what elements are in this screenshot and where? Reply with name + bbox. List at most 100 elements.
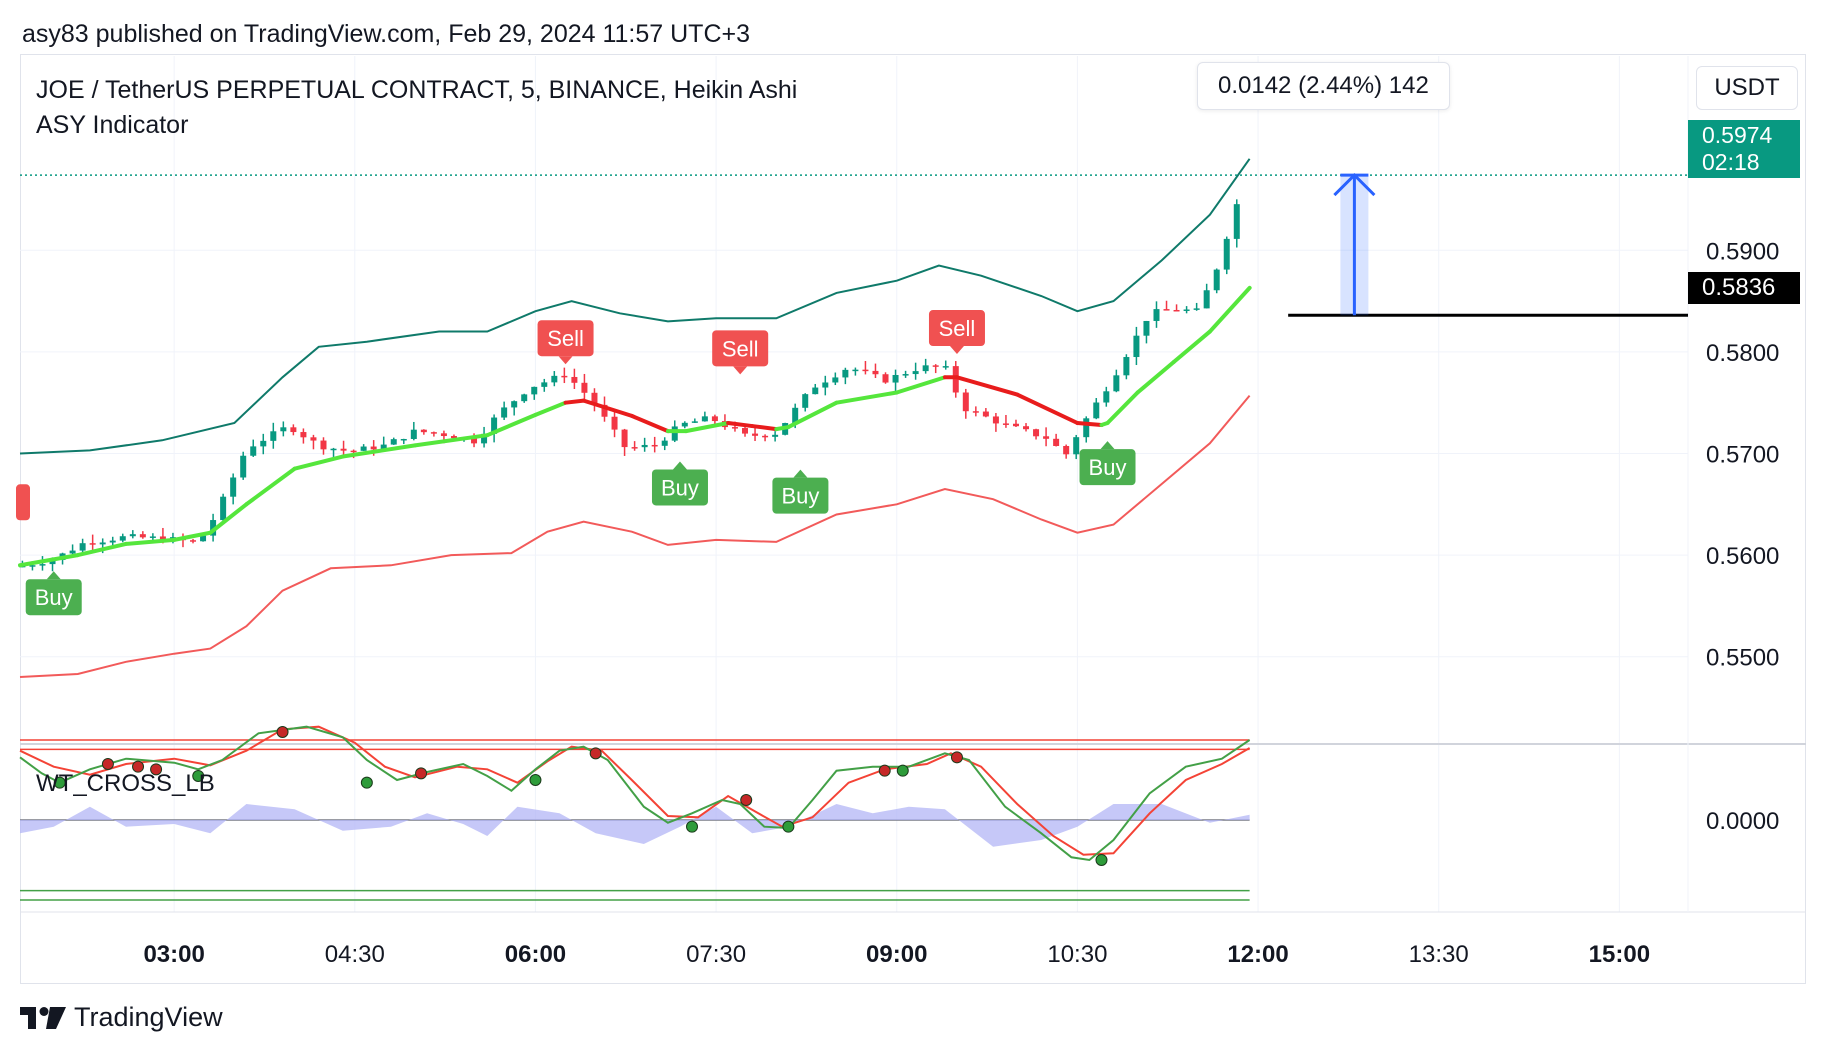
x-tick-label: 03:00 bbox=[143, 941, 204, 968]
trend-segment bbox=[834, 390, 899, 405]
buy-signal-badge bbox=[772, 477, 829, 514]
candle-body bbox=[330, 448, 337, 451]
candle-body bbox=[922, 365, 929, 372]
trend-segment bbox=[75, 541, 128, 558]
footer-brand[interactable]: TradingView bbox=[20, 1002, 223, 1033]
candle-body bbox=[1012, 423, 1019, 427]
trend-segment bbox=[485, 412, 538, 438]
buy-signal-label: Buy bbox=[781, 484, 819, 509]
offscreen-sell-marker bbox=[16, 484, 30, 521]
candle-body bbox=[280, 427, 287, 432]
candle-body bbox=[822, 382, 829, 388]
candle-body bbox=[611, 416, 618, 430]
candle-body bbox=[531, 386, 538, 395]
trend-segment bbox=[208, 502, 249, 535]
trend-segment bbox=[1075, 421, 1104, 428]
trend-segment bbox=[172, 530, 213, 542]
buy-signal-label: Buy bbox=[661, 475, 699, 500]
symbol-title[interactable]: JOE / TetherUS PERPETUAL CONTRACT, 5, BI… bbox=[36, 76, 798, 104]
candle-body bbox=[621, 429, 628, 448]
axes: 03:00 04:30 06:00 07:30 09:00 10:30 12:00 13:30… bbox=[143, 238, 1779, 968]
candle-body bbox=[420, 429, 427, 433]
candle-body bbox=[711, 416, 718, 422]
oscillator-cross-dot bbox=[878, 764, 891, 777]
trend-segment bbox=[563, 398, 586, 405]
candle-body bbox=[270, 431, 277, 441]
oscillator-name[interactable]: WT_CROSS_LB bbox=[36, 770, 215, 797]
y-tick-label: 0.5700 bbox=[1706, 441, 1779, 468]
trend-segment bbox=[683, 421, 731, 434]
candle-body bbox=[370, 446, 377, 450]
trend-segment bbox=[123, 537, 177, 546]
candle-body bbox=[210, 520, 217, 536]
candle-body bbox=[832, 377, 839, 383]
trend-segment bbox=[581, 398, 634, 418]
candle-body bbox=[651, 444, 658, 447]
candle-body bbox=[260, 440, 267, 447]
currency-button[interactable]: USDT bbox=[1696, 66, 1798, 110]
publish-info: asy83 published on TradingView.com, Feb … bbox=[22, 20, 751, 48]
candle-body bbox=[99, 542, 106, 545]
candle-body bbox=[641, 444, 648, 448]
candle-body bbox=[731, 427, 738, 429]
buy-signal-pointer bbox=[793, 469, 808, 478]
candle-body bbox=[772, 434, 779, 437]
sell-signal-badge bbox=[928, 310, 985, 347]
candle-body bbox=[701, 416, 708, 422]
buy-signal-label: Buy bbox=[35, 585, 73, 610]
candle-body bbox=[671, 426, 678, 441]
candle-body bbox=[1223, 238, 1230, 270]
oscillator-green-wave bbox=[19, 725, 1251, 862]
candle-body bbox=[872, 370, 879, 375]
candle-body bbox=[1163, 309, 1170, 311]
candle-body bbox=[1153, 309, 1160, 321]
candle-body bbox=[1113, 375, 1120, 392]
candle-body bbox=[591, 392, 598, 405]
buy-signal-badge bbox=[651, 469, 708, 506]
candle-body bbox=[491, 417, 498, 434]
grid bbox=[20, 56, 1806, 913]
trend-segment bbox=[894, 375, 947, 395]
candle-body bbox=[380, 444, 387, 450]
candle-body bbox=[290, 427, 297, 433]
candle-body bbox=[1123, 357, 1130, 376]
x-tick-label: 15:00 bbox=[1589, 941, 1650, 968]
candle-body bbox=[1133, 335, 1140, 358]
oscillator-cross-dot bbox=[896, 764, 909, 777]
sell-signal-label: Sell bbox=[939, 316, 976, 341]
indicator-name[interactable]: ASY Indicator bbox=[36, 111, 189, 139]
candle-body bbox=[681, 422, 688, 427]
candle-body bbox=[89, 543, 96, 545]
candle-body bbox=[49, 559, 56, 565]
candle-body bbox=[190, 540, 197, 542]
candle-body bbox=[661, 440, 668, 446]
candle-body bbox=[1203, 290, 1210, 309]
candle-body bbox=[1053, 438, 1060, 446]
candle-body bbox=[450, 436, 457, 439]
oscillator-cross-dot bbox=[782, 820, 795, 833]
candle-body bbox=[39, 564, 46, 566]
measure-arrow-head bbox=[1333, 172, 1376, 197]
lower-band-line bbox=[19, 394, 1251, 678]
candle-body bbox=[742, 428, 749, 434]
candle-body bbox=[551, 375, 558, 383]
candle-body bbox=[200, 535, 207, 542]
candle-body bbox=[862, 369, 869, 372]
trend-segment bbox=[244, 466, 297, 507]
candle-body bbox=[79, 543, 86, 551]
x-tick-label: 04:30 bbox=[325, 941, 385, 968]
x-tick-label: 09:00 bbox=[866, 941, 927, 968]
y-tick-label: 0.5900 bbox=[1706, 238, 1779, 265]
buy-signal-badge bbox=[25, 579, 82, 616]
oscillator-cross-dot bbox=[53, 776, 66, 789]
oscillator-pane bbox=[19, 725, 1251, 901]
oscillator-cross-dot bbox=[276, 726, 289, 738]
candle-body bbox=[240, 455, 247, 478]
x-tick-label: 13:30 bbox=[1409, 941, 1469, 968]
candle-body bbox=[149, 536, 156, 538]
oscillator-cross-dot bbox=[360, 776, 373, 789]
oscillator-red-wave bbox=[19, 725, 1251, 856]
candle-body bbox=[1033, 429, 1040, 437]
buy-signal-badge bbox=[1079, 449, 1136, 486]
